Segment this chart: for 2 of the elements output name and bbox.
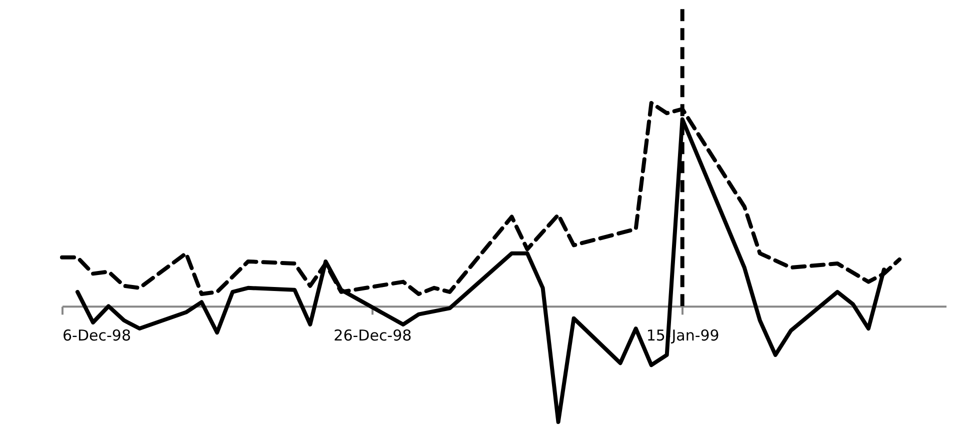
x-tick-label: 26-Dec-98: [334, 326, 412, 345]
x-tick-label: 6-Dec-98: [62, 326, 131, 345]
